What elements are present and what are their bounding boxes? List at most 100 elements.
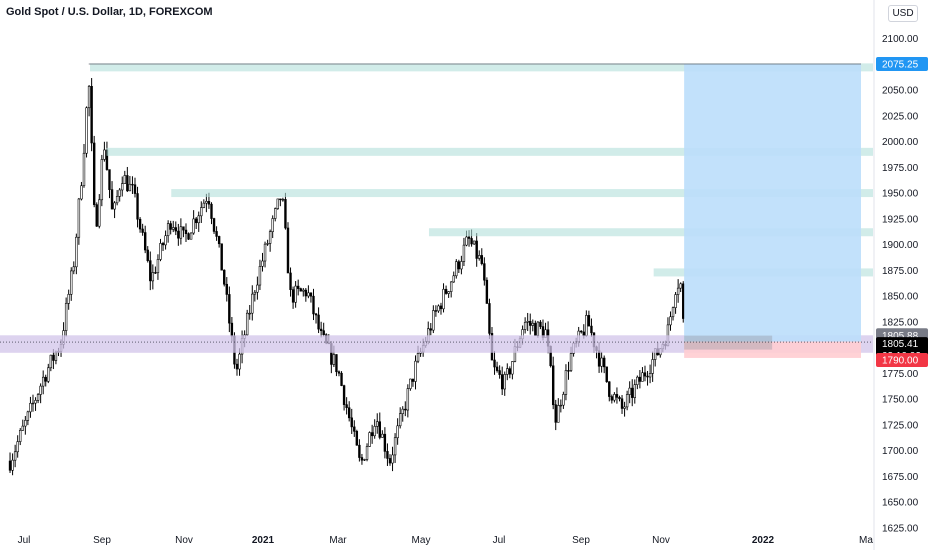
- candle-body: [70, 270, 73, 295]
- candle-body: [128, 183, 132, 192]
- resistance-level: [90, 63, 874, 72]
- candle-body: [460, 261, 463, 270]
- support-zone: [0, 335, 873, 353]
- candle-body: [376, 421, 379, 427]
- candle-body: [223, 269, 226, 285]
- candle-body: [225, 283, 228, 295]
- candle-body: [355, 431, 359, 446]
- candle-body: [475, 240, 478, 259]
- candle-body: [493, 359, 496, 368]
- candle-body: [210, 203, 213, 219]
- candle-body: [110, 189, 114, 210]
- candle-body: [296, 285, 300, 289]
- candle-body: [625, 394, 629, 408]
- candle-body: [488, 303, 491, 334]
- candle-body: [503, 374, 506, 390]
- candle-body: [580, 330, 583, 333]
- currency-selector[interactable]: USD: [888, 5, 918, 22]
- candle-body: [511, 361, 514, 375]
- candle-body: [169, 223, 172, 230]
- candle-body: [258, 266, 262, 286]
- candle-body: [177, 230, 180, 239]
- candle-body: [641, 372, 644, 382]
- candle-body: [674, 294, 677, 308]
- candle-body: [245, 312, 249, 336]
- candle-body: [631, 387, 634, 398]
- candle-body: [279, 198, 282, 201]
- candle-body: [149, 260, 152, 282]
- candle-body: [123, 175, 126, 184]
- candle-body: [347, 407, 351, 419]
- candle-body: [391, 454, 394, 464]
- y-tick-label: 1675.00: [882, 472, 919, 483]
- x-tick-label: 2022: [752, 535, 775, 546]
- candle-body: [179, 226, 183, 239]
- candle-body: [562, 394, 565, 406]
- resistance-level: [171, 189, 874, 198]
- candle-body: [383, 433, 387, 452]
- candle-body: [200, 207, 203, 217]
- candle-body: [187, 233, 190, 240]
- candle-body: [136, 193, 139, 220]
- price-axis: [874, 0, 932, 550]
- candle-body: [87, 85, 91, 109]
- x-tick-label: Mar: [329, 535, 347, 546]
- candle-body: [192, 218, 195, 234]
- candle-body: [508, 368, 512, 375]
- candle-body: [80, 185, 83, 200]
- candle-body: [564, 370, 568, 395]
- candle-body: [398, 413, 402, 427]
- candle-body: [281, 199, 285, 201]
- candle-body: [671, 307, 675, 318]
- candle-body: [161, 243, 165, 246]
- candle-body: [381, 433, 384, 438]
- marker-price-label: 1805.88: [882, 331, 919, 342]
- y-tick-label: 1650.00: [882, 498, 919, 509]
- candle-body: [47, 367, 50, 382]
- stop-area: [684, 341, 861, 358]
- candle-body: [24, 420, 27, 427]
- candle-body: [197, 215, 200, 224]
- candle-body: [194, 218, 198, 224]
- candle-body: [620, 398, 624, 409]
- candle-body: [370, 432, 374, 437]
- candle-body: [235, 363, 239, 370]
- candle-body: [64, 303, 68, 331]
- candle-body: [633, 384, 636, 398]
- candle-body: [353, 426, 356, 432]
- candle-body: [77, 198, 81, 238]
- y-tick-label: 2000.00: [882, 137, 919, 148]
- x-tick-label: 2021: [252, 535, 275, 546]
- candle-body: [523, 321, 527, 330]
- candle-body: [26, 411, 30, 421]
- candle-body: [21, 425, 24, 431]
- candle-body: [393, 437, 397, 456]
- candle-body: [228, 294, 231, 324]
- candle-body: [536, 321, 540, 336]
- y-tick-label: 1850.00: [882, 292, 919, 303]
- candle-body: [100, 159, 104, 201]
- candle-body: [444, 288, 448, 294]
- candle-body: [643, 372, 647, 377]
- candle-body: [613, 394, 616, 401]
- candle-body: [623, 406, 626, 409]
- candle-body: [449, 281, 453, 292]
- candle-body: [582, 331, 585, 336]
- candle-body: [103, 149, 106, 160]
- candle-body: [29, 402, 32, 413]
- candle-body: [567, 370, 570, 372]
- candle-body: [396, 425, 399, 439]
- candle-body: [628, 387, 631, 395]
- candle-body: [485, 279, 489, 304]
- candle-body: [92, 142, 96, 205]
- x-tick-label: Jul: [493, 535, 506, 546]
- candle-body: [506, 368, 509, 375]
- candle-body: [304, 289, 308, 297]
- candle-body: [335, 354, 338, 373]
- candle-body: [648, 373, 652, 378]
- candle-body: [363, 459, 366, 461]
- stop-price-label-bg: [876, 353, 928, 368]
- candle-body: [113, 202, 116, 210]
